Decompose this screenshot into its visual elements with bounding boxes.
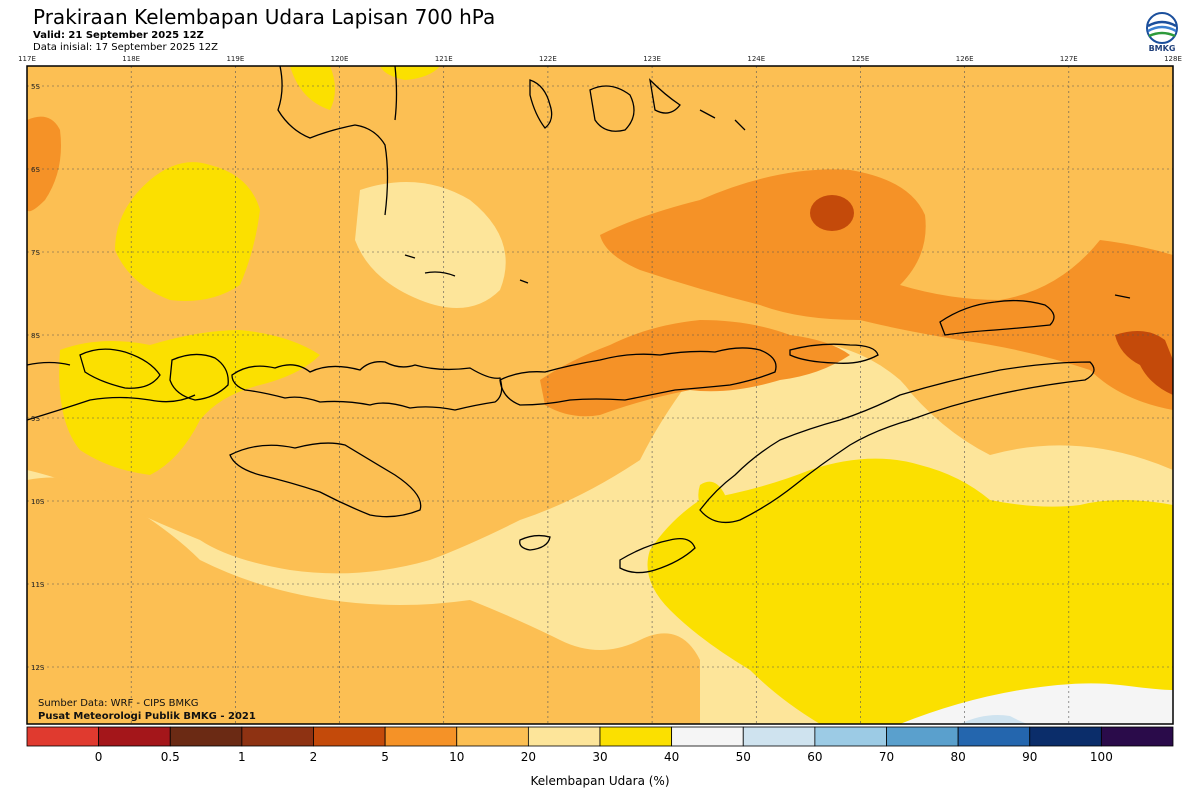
legend-swatch bbox=[26, 726, 100, 747]
legend-swatch bbox=[169, 726, 243, 747]
coast-bali bbox=[79, 348, 161, 389]
coast-small-islands bbox=[404, 109, 1131, 299]
graticule bbox=[27, 66, 1173, 724]
coast-savu bbox=[519, 534, 551, 551]
lon-label: 125E bbox=[852, 55, 870, 63]
coast-banda bbox=[649, 78, 681, 114]
coast-timor bbox=[699, 361, 1095, 524]
humidity-field bbox=[27, 66, 1173, 724]
lon-label: 122E bbox=[539, 55, 557, 63]
lat-label: 8S bbox=[31, 332, 40, 340]
humidity-band-5-10-ne bbox=[600, 169, 1173, 410]
lon-label: 127E bbox=[1060, 55, 1078, 63]
credit-text: Pusat Meteorologi Publik BMKG - 2021 bbox=[38, 711, 256, 722]
source-text: Sumber Data: WRF - CIPS BMKG bbox=[38, 698, 198, 709]
legend-swatch bbox=[98, 726, 171, 747]
humidity-band-10-20-south bbox=[27, 477, 700, 724]
legend-value: 50 bbox=[735, 750, 751, 764]
lat-label: 7S bbox=[31, 249, 40, 257]
init-time: Data inisial: 17 September 2025 12Z bbox=[33, 42, 218, 53]
coast-selayar bbox=[529, 79, 553, 129]
coast-sumba bbox=[229, 442, 422, 518]
legend-swatch bbox=[527, 726, 601, 747]
legend-value: 20 bbox=[520, 750, 537, 764]
lat-label: 9S bbox=[31, 415, 40, 423]
legend-swatch bbox=[671, 726, 744, 747]
legend-value: 10 bbox=[449, 750, 465, 764]
humidity-patch-2-5-a bbox=[810, 195, 854, 231]
coast-wetar bbox=[939, 299, 1055, 336]
coast-sulawesi bbox=[277, 65, 398, 216]
lat-label: 5S bbox=[31, 83, 40, 91]
legend-value: 0 bbox=[94, 750, 103, 764]
coast-lombok bbox=[169, 353, 229, 401]
coast-sumbawa bbox=[231, 361, 503, 411]
humidity-patch-2-5-b bbox=[1115, 331, 1173, 395]
legend-swatch bbox=[599, 726, 673, 747]
legend-value: 1 bbox=[238, 750, 246, 764]
lon-label: 118E bbox=[122, 55, 140, 63]
legend-swatch bbox=[313, 726, 386, 747]
coast-alor bbox=[789, 343, 879, 364]
legend-value: 100 bbox=[1089, 750, 1113, 764]
humidity-band-40-50 bbox=[900, 683, 1173, 724]
lon-label: 128E bbox=[1164, 55, 1182, 63]
lon-label: 120E bbox=[331, 55, 349, 63]
humidity-band-30-40-south bbox=[647, 458, 1173, 724]
legend-swatch bbox=[814, 726, 887, 747]
coast-buton bbox=[589, 85, 635, 132]
lat-label: 6S bbox=[31, 166, 40, 174]
coast-java-east bbox=[26, 361, 196, 421]
legend-swatch bbox=[886, 726, 959, 747]
bmkg-logo-icon bbox=[1146, 12, 1178, 44]
legend-swatch bbox=[742, 726, 816, 747]
humidity-band-30-40-nw bbox=[115, 162, 260, 301]
coast-rote bbox=[619, 537, 696, 574]
legend-swatch bbox=[456, 726, 529, 747]
lon-label: 117E bbox=[18, 55, 36, 63]
legend-value: 80 bbox=[950, 750, 966, 764]
lat-label: 11S bbox=[31, 581, 45, 589]
humidity-band-5-10-islands bbox=[540, 320, 850, 417]
legend-colorbar bbox=[26, 726, 1174, 747]
legend-value: 30 bbox=[592, 750, 608, 764]
map-title: Prakiraan Kelembapan Udara Lapisan 700 h… bbox=[33, 5, 496, 29]
legend-swatch bbox=[384, 726, 458, 747]
lat-label: 10S bbox=[31, 498, 45, 506]
legend-swatch bbox=[241, 726, 314, 747]
lon-label: 121E bbox=[435, 55, 453, 63]
legend-value: 2 bbox=[309, 750, 318, 764]
legend-title: Kelembapan Udara (%) bbox=[530, 774, 670, 788]
humidity-band-50-60 bbox=[960, 715, 1030, 724]
lon-label: 123E bbox=[643, 55, 661, 63]
legend-value: 90 bbox=[1022, 750, 1038, 764]
legend-value: 0.5 bbox=[160, 750, 180, 764]
lon-label: 124E bbox=[747, 55, 765, 63]
lon-label: 119E bbox=[226, 55, 244, 63]
legend-value: 60 bbox=[807, 750, 823, 764]
lon-label: 126E bbox=[956, 55, 974, 63]
legend-swatch bbox=[957, 726, 1031, 747]
legend-value: 70 bbox=[878, 750, 895, 764]
legend-swatch bbox=[1100, 726, 1174, 747]
legend-value: 5 bbox=[381, 750, 389, 764]
longitude-labels: 117E 118E 119E 120E 121E 122E 123E 124E 125E 126E… bbox=[18, 55, 1182, 63]
map-frame bbox=[26, 65, 1174, 725]
valid-time: Valid: 21 September 2025 12Z bbox=[33, 30, 204, 41]
lat-label: 12S bbox=[31, 664, 45, 672]
latitude-labels: 5S 6S 7S 8S 9S 10S 11S 12S bbox=[31, 83, 45, 672]
logo-label: BMKG bbox=[1148, 44, 1176, 53]
legend-value: 40 bbox=[663, 750, 680, 764]
legend-values: 0 0.5 1 2 5 10 20 30 40 50 60 70 80 90 100 bbox=[0, 750, 1200, 766]
coast-flores bbox=[499, 347, 777, 406]
coastlines bbox=[26, 65, 1131, 574]
legend-swatch bbox=[1029, 726, 1102, 747]
